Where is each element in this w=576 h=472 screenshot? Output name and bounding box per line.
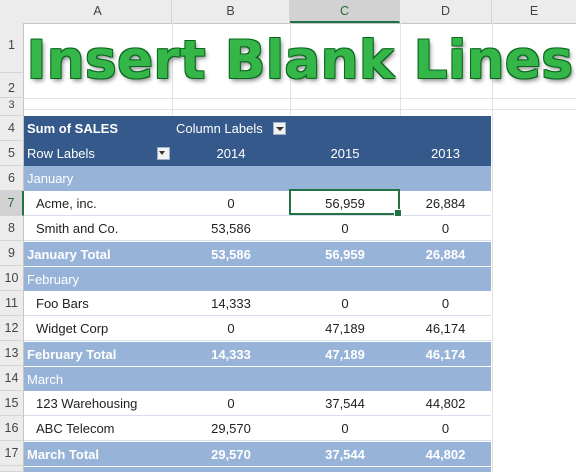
- total-cell[interactable]: 44,802: [425, 447, 466, 462]
- table-row: Smith and Co. 53,586 0 0: [24, 216, 491, 241]
- item-label[interactable]: ABC Telecom: [36, 421, 115, 436]
- row-header-9[interactable]: 9: [0, 241, 24, 266]
- row-header-5[interactable]: 5: [0, 141, 24, 166]
- total-label[interactable]: February Total: [27, 347, 117, 362]
- total-cell[interactable]: 37,544: [325, 447, 365, 462]
- total-cell[interactable]: 56,959: [325, 247, 365, 262]
- group-label[interactable]: March: [27, 372, 64, 387]
- value-cell[interactable]: 46,174: [425, 321, 466, 336]
- row-header-11[interactable]: 11: [0, 291, 24, 316]
- fill-handle[interactable]: [394, 209, 402, 217]
- column-header-a[interactable]: A: [24, 0, 172, 23]
- value-cell[interactable]: 0: [341, 296, 349, 311]
- value-cell[interactable]: 0: [441, 421, 450, 436]
- row-header-16[interactable]: 16: [0, 416, 24, 441]
- row-header-18[interactable]: [0, 466, 24, 472]
- value-cell[interactable]: 44,802: [425, 396, 466, 411]
- column-header-bar: A B C D E: [0, 0, 576, 24]
- row-header-4[interactable]: 4: [0, 116, 24, 141]
- year-header[interactable]: 2014: [216, 146, 246, 161]
- row-labels-filter-icon[interactable]: [157, 147, 170, 160]
- column-labels-dropdown-icon[interactable]: [273, 122, 286, 135]
- value-cell[interactable]: 14,333: [211, 296, 251, 311]
- column-header-b[interactable]: B: [172, 0, 290, 23]
- group-label[interactable]: February: [27, 272, 80, 287]
- table-row: Acme, inc. 0 56,959 26,884: [24, 191, 491, 216]
- item-label[interactable]: Foo Bars: [36, 296, 89, 311]
- value-cell[interactable]: 0: [227, 196, 235, 211]
- gridline: [24, 98, 576, 99]
- gridline: [24, 109, 576, 110]
- group-total-row: March Total 29,570 37,544 44,802: [24, 441, 491, 466]
- total-cell[interactable]: 26,884: [425, 247, 466, 262]
- item-label[interactable]: Smith and Co.: [36, 221, 119, 236]
- value-cell[interactable]: 0: [441, 221, 450, 236]
- gridline: [492, 23, 493, 472]
- table-row: 123 Warehousing 0 37,544 44,802: [24, 391, 491, 416]
- row-labels-label[interactable]: Row Labels: [27, 146, 95, 161]
- row-header-7[interactable]: 7: [0, 191, 24, 216]
- pivot-header-row: Sum of SALES Column Labels: [24, 116, 491, 141]
- group-total-row: January Total 53,586 56,959 26,884: [24, 241, 491, 266]
- pivot-year-row: Row Labels 2014 2015 2013: [24, 141, 491, 166]
- total-cell[interactable]: 46,174: [425, 347, 466, 362]
- total-label[interactable]: January Total: [27, 247, 111, 262]
- group-total-row: February Total 14,333 47,189 46,174: [24, 341, 491, 366]
- row-header-1[interactable]: 1: [0, 23, 24, 73]
- group-row: March: [24, 366, 491, 391]
- value-cell[interactable]: 0: [227, 321, 235, 336]
- value-cell[interactable]: 0: [441, 296, 450, 311]
- row-header-3[interactable]: 3: [0, 98, 24, 116]
- item-label[interactable]: Widget Corp: [36, 321, 109, 336]
- total-cell[interactable]: 47,189: [325, 347, 365, 362]
- value-cell[interactable]: 37,544: [325, 396, 365, 411]
- column-header-e[interactable]: E: [529, 4, 539, 18]
- total-label[interactable]: March Total: [27, 447, 99, 462]
- row-header-2[interactable]: 2: [0, 73, 24, 98]
- row-header-15[interactable]: 15: [0, 391, 24, 416]
- group-row-partial: [24, 466, 491, 472]
- group-row: January: [24, 166, 491, 191]
- total-cell[interactable]: 29,570: [211, 447, 251, 462]
- title-banner: Insert Blank Lines: [24, 23, 576, 98]
- row-header-12[interactable]: 12: [0, 316, 24, 341]
- row-header-8[interactable]: 8: [0, 216, 24, 241]
- value-cell[interactable]: 26,884: [425, 196, 466, 211]
- year-header[interactable]: 2013: [431, 146, 460, 161]
- value-cell[interactable]: 29,570: [211, 421, 251, 436]
- column-header-c[interactable]: C: [290, 0, 400, 23]
- total-cell[interactable]: 53,586: [211, 247, 251, 262]
- group-row: February: [24, 266, 491, 291]
- row-header-17[interactable]: 17: [0, 441, 24, 466]
- value-cell[interactable]: 0: [227, 396, 235, 411]
- item-label[interactable]: 123 Warehousing: [36, 396, 138, 411]
- values-field-label[interactable]: Sum of SALES: [27, 121, 119, 136]
- value-cell[interactable]: 0: [341, 221, 349, 236]
- value-cell[interactable]: 56,959: [325, 196, 365, 211]
- value-cell[interactable]: 53,586: [211, 221, 251, 236]
- item-label[interactable]: Acme, inc.: [36, 196, 97, 211]
- group-label[interactable]: January: [27, 171, 74, 186]
- table-row: Foo Bars 14,333 0 0: [24, 291, 491, 316]
- row-header-10[interactable]: 10: [0, 266, 24, 291]
- table-row: Widget Corp 0 47,189 46,174: [24, 316, 491, 341]
- table-row: ABC Telecom 29,570 0 0: [24, 416, 491, 441]
- total-cell[interactable]: 14,333: [211, 347, 251, 362]
- column-labels-label[interactable]: Column Labels: [176, 121, 263, 136]
- row-header-6[interactable]: 6: [0, 166, 24, 191]
- row-header-13[interactable]: 13: [0, 341, 24, 366]
- page-title: Insert Blank Lines: [26, 30, 574, 91]
- active-cell-selection[interactable]: [289, 189, 402, 217]
- value-cell[interactable]: 47,189: [325, 321, 365, 336]
- value-cell[interactable]: 0: [341, 421, 349, 436]
- column-header-d[interactable]: D: [400, 0, 492, 23]
- year-header[interactable]: 2015: [330, 146, 360, 161]
- row-header-14[interactable]: 14: [0, 366, 24, 391]
